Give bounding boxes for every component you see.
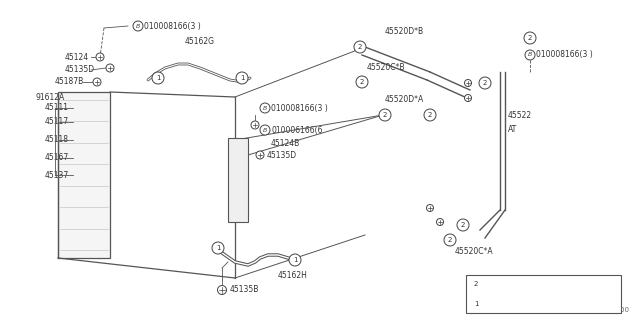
Text: 45117: 45117 — [45, 117, 69, 126]
Circle shape — [444, 234, 456, 246]
Circle shape — [212, 242, 224, 254]
Text: 2: 2 — [358, 44, 362, 50]
Text: B: B — [528, 52, 532, 58]
Circle shape — [96, 53, 104, 61]
Text: 2: 2 — [448, 237, 452, 243]
Circle shape — [470, 279, 481, 290]
Text: 2: 2 — [360, 79, 364, 85]
Circle shape — [354, 41, 366, 53]
Text: 010008166(3 ): 010008166(3 ) — [536, 51, 593, 60]
Text: 2: 2 — [383, 112, 387, 118]
Circle shape — [356, 76, 368, 88]
Text: B: B — [136, 23, 140, 28]
Circle shape — [260, 125, 270, 135]
Text: 2: 2 — [428, 112, 432, 118]
Text: 45520C*B: 45520C*B — [367, 62, 406, 71]
Text: 45162G: 45162G — [185, 37, 215, 46]
Text: 1: 1 — [474, 300, 478, 307]
Bar — [228, 138, 248, 222]
Circle shape — [93, 78, 101, 86]
Text: 45162H: 45162H — [278, 270, 308, 279]
Circle shape — [479, 77, 491, 89]
Text: 45520C*A: 45520C*A — [455, 247, 493, 257]
Text: 1: 1 — [156, 75, 160, 81]
Text: A450001100: A450001100 — [585, 307, 630, 313]
Circle shape — [256, 151, 264, 159]
Circle shape — [465, 79, 472, 86]
Text: 45111: 45111 — [45, 103, 69, 113]
Text: B: B — [263, 106, 267, 110]
Circle shape — [289, 254, 301, 266]
Circle shape — [426, 204, 433, 212]
Text: 2: 2 — [461, 222, 465, 228]
Circle shape — [470, 298, 481, 309]
Text: W170023: W170023 — [490, 282, 525, 287]
Circle shape — [379, 109, 391, 121]
Text: 45167: 45167 — [45, 154, 69, 163]
Text: 010008166(3 ): 010008166(3 ) — [144, 21, 201, 30]
Text: B: B — [263, 127, 267, 132]
Bar — [58, 92, 110, 258]
Text: 010008166(3 ): 010008166(3 ) — [271, 103, 328, 113]
Text: 1: 1 — [240, 75, 244, 81]
Text: 45520D*A: 45520D*A — [385, 95, 424, 105]
Text: 45135D: 45135D — [65, 66, 95, 75]
Circle shape — [465, 94, 472, 101]
Text: 1: 1 — [216, 245, 220, 251]
Text: 45187B: 45187B — [55, 77, 84, 86]
Text: 45124B: 45124B — [271, 139, 300, 148]
Circle shape — [424, 109, 436, 121]
Bar — [466, 275, 621, 313]
Circle shape — [152, 72, 164, 84]
Text: AT: AT — [508, 125, 517, 134]
Text: 2: 2 — [528, 35, 532, 41]
Text: 2: 2 — [483, 80, 487, 86]
Text: 45137: 45137 — [45, 171, 69, 180]
Text: 91612A: 91612A — [35, 92, 64, 101]
Text: 2: 2 — [474, 282, 478, 287]
Text: 45135D: 45135D — [267, 150, 297, 159]
Text: 45522: 45522 — [508, 110, 532, 119]
Text: 091748004(4): 091748004(4) — [490, 300, 543, 307]
Circle shape — [525, 50, 535, 60]
Circle shape — [106, 64, 114, 72]
Text: 45135B: 45135B — [230, 285, 259, 294]
Text: 1: 1 — [292, 257, 297, 263]
Circle shape — [251, 121, 259, 129]
Circle shape — [260, 103, 270, 113]
Circle shape — [218, 285, 227, 294]
Text: 45118: 45118 — [45, 135, 69, 145]
Text: 45124: 45124 — [65, 52, 89, 61]
Circle shape — [236, 72, 248, 84]
Circle shape — [133, 21, 143, 31]
Circle shape — [524, 32, 536, 44]
Text: 45520D*B: 45520D*B — [385, 28, 424, 36]
Circle shape — [457, 219, 469, 231]
Circle shape — [436, 219, 444, 226]
Text: 010006166(6: 010006166(6 — [271, 125, 323, 134]
